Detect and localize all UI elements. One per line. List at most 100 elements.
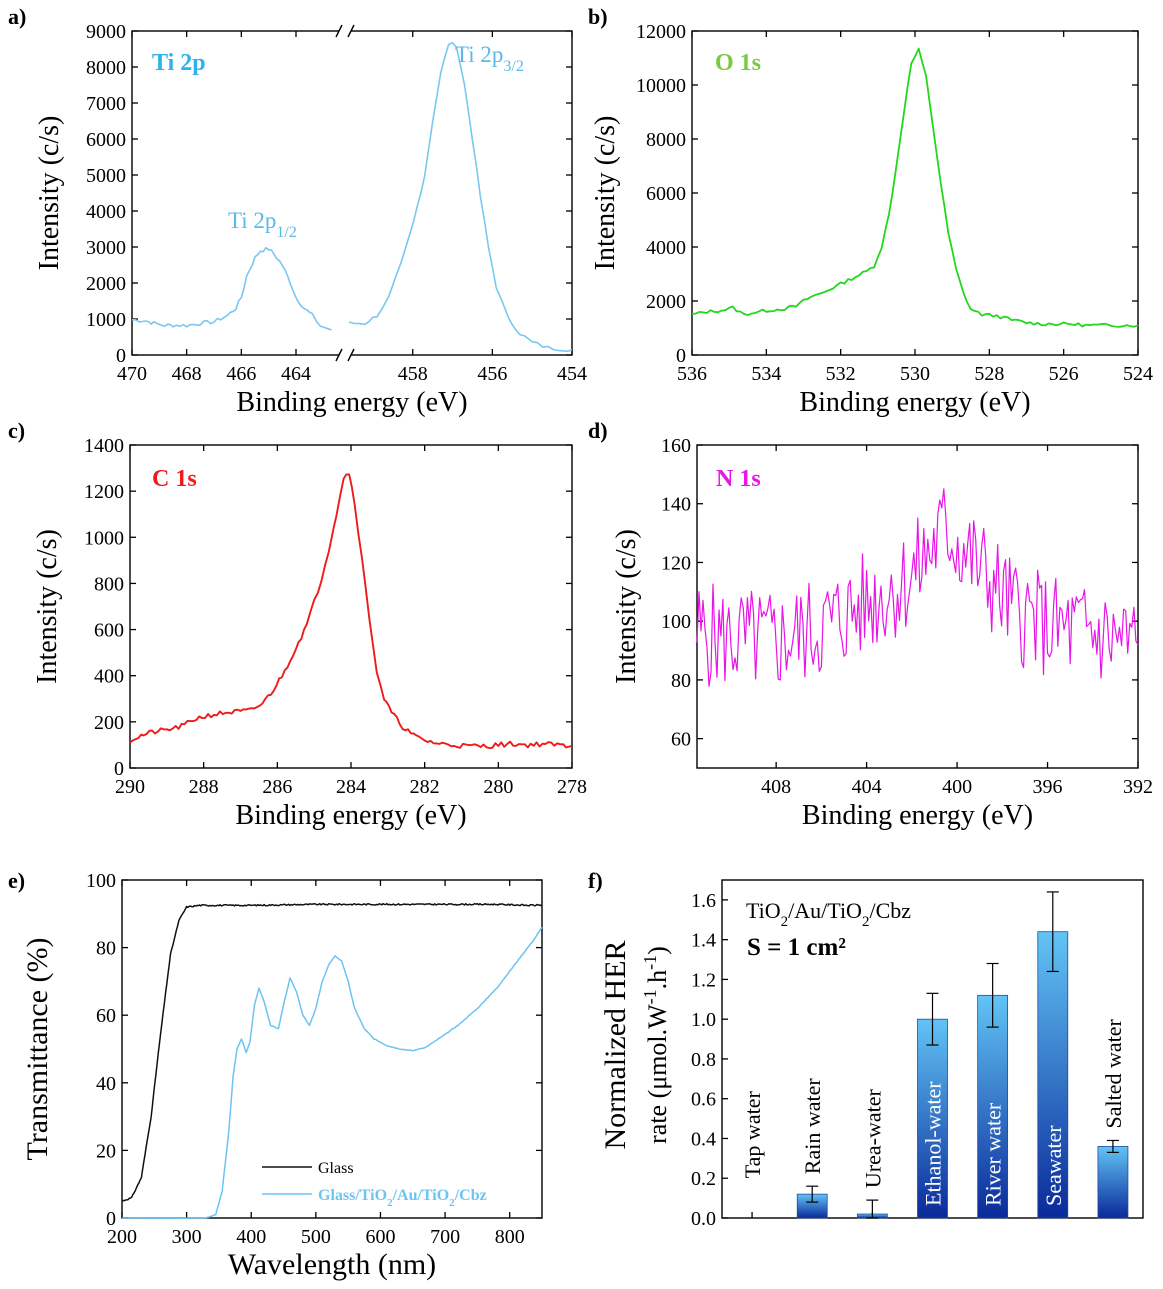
x-tick-label: 530 <box>900 363 930 385</box>
x-tick-label: 400 <box>236 1226 266 1248</box>
x-axis-label: Binding energy (eV) <box>236 387 467 418</box>
panel-label-d: d) <box>588 418 608 443</box>
x-tick-label: 200 <box>107 1226 137 1248</box>
category-label: Rain water <box>800 1078 825 1175</box>
x-tick-label: 600 <box>365 1226 395 1248</box>
panel-f-her-rate: 0.0 0.2 0.4 0.6 0.8 1.0 1.2 1.4 1.6 Tap water Rain… <box>599 879 1144 1230</box>
y-tick-label: 1.2 <box>691 969 716 991</box>
x-tick-label: 800 <box>495 1226 525 1248</box>
y-tick-label: 9000 <box>86 21 126 43</box>
panel-label-a: a) <box>8 4 26 29</box>
x-tick-label: 536 <box>677 363 707 385</box>
text-run: ) <box>643 946 672 955</box>
sample-annotation: TiO2/Au/TiO2/Cbz <box>746 898 911 930</box>
y-tick-label: 120 <box>661 552 691 574</box>
axis-break-mark <box>335 24 343 38</box>
y-tick-label: 6000 <box>646 183 686 205</box>
y-tick-label: 60 <box>96 1005 116 1027</box>
title-annotation-o1s: O 1s <box>715 50 761 76</box>
ti2p-spectrum <box>348 41 573 353</box>
category-label: Ethanol-water <box>921 1081 946 1206</box>
x-tick-label: 400 <box>942 776 972 798</box>
panel-a-ti2p: 0 1000 2000 3000 4000 5000 6000 7000 8000 9000 470… <box>34 21 587 418</box>
plot-frame <box>121 879 543 1219</box>
subscript-text: 3/2 <box>503 58 523 75</box>
x-tick-label: 392 <box>1123 776 1153 798</box>
x-tick-label: 290 <box>115 776 145 798</box>
x-tick-label: 456 <box>477 363 507 385</box>
panel-c-c1s: 0 200 400 600 800 1000 1200 1400 290 288 286 284 282… <box>32 435 587 831</box>
title-annotation-n1s: N 1s <box>716 466 761 492</box>
stack-curve <box>122 926 543 1220</box>
category-label: Urea-water <box>860 1089 885 1189</box>
bar-salted-water <box>1097 1146 1129 1219</box>
x-tick-label: 300 <box>172 1226 202 1248</box>
y-tick-label: 4000 <box>646 237 686 259</box>
plot-frame <box>131 30 573 356</box>
y-tick-label: 8000 <box>646 129 686 151</box>
y-tick-label: 1200 <box>84 481 124 503</box>
y-tick-label: 12000 <box>636 21 686 43</box>
superscript-text: -1 <box>640 989 660 1004</box>
n1s-spectrum <box>696 488 1139 687</box>
subscript-text: 2 <box>449 1197 455 1209</box>
x-tick-label: 528 <box>974 363 1004 385</box>
panel-label-f: f) <box>588 868 603 893</box>
category-label: Salted water <box>1101 1018 1126 1128</box>
category-label: Seawater <box>1041 1125 1066 1206</box>
x-tick-label: 470 <box>117 363 147 385</box>
text-run: /Cbz <box>869 898 911 923</box>
y-tick-label: 80 <box>96 938 116 960</box>
x-axis-label: Wavelength (nm) <box>228 1248 436 1281</box>
x-axis-label: Binding energy (eV) <box>799 387 1030 418</box>
y-axis-label-line1: Normalized HER <box>599 940 632 1149</box>
y-tick-label: 1.4 <box>691 930 716 952</box>
y-tick-label: 0.4 <box>691 1128 716 1150</box>
x-tick-label: 396 <box>1033 776 1063 798</box>
y-tick-label: 60 <box>671 729 691 751</box>
x-tick-label: 278 <box>557 776 587 798</box>
y-tick-label: 80 <box>671 670 691 692</box>
y-tick-label: 6000 <box>86 129 126 151</box>
x-tick-label: 404 <box>852 776 882 798</box>
y-tick-label: 3000 <box>86 237 126 259</box>
ti2p-spectrum <box>131 246 332 331</box>
y-tick-label: 1.6 <box>691 890 716 912</box>
y-tick-label: 8000 <box>86 57 126 79</box>
text-run: Glass/TiO <box>318 1187 387 1204</box>
subscript-text: 2 <box>781 914 789 930</box>
y-tick-label: 400 <box>94 666 124 688</box>
y-tick-label: 1000 <box>84 527 124 549</box>
y-tick-label: 20 <box>96 1140 116 1162</box>
x-tick-label: 408 <box>761 776 791 798</box>
y-tick-label: 1000 <box>86 309 126 331</box>
y-tick-label: 100 <box>86 870 116 892</box>
title-annotation-c1s: C 1s <box>152 466 197 492</box>
panel-b-o1s: 0 2000 4000 6000 8000 10000 12000 536 534 532 530 5… <box>590 21 1153 418</box>
x-tick-label: 468 <box>172 363 202 385</box>
subscript-text: 1/2 <box>276 224 296 241</box>
bar-seawater <box>1037 931 1069 1219</box>
panel-e-transmittance: 0 20 40 60 80 100 200 300 400 500 600 700 800 Wavelen… <box>21 870 543 1281</box>
peak-label-ti2p12: Ti 2p1/2 <box>228 208 297 241</box>
y-tick-label: 1400 <box>84 435 124 457</box>
x-tick-label: 500 <box>301 1226 331 1248</box>
plot-frame <box>691 30 1139 356</box>
x-tick-label: 286 <box>262 776 292 798</box>
y-axis-label: Transmittance (%) <box>21 937 54 1160</box>
y-tick-label: 0.8 <box>691 1049 716 1071</box>
y-tick-label: 0 <box>114 758 124 780</box>
x-tick-label: 288 <box>189 776 219 798</box>
y-tick-label: 160 <box>661 435 691 457</box>
text-run: Ti 2p <box>455 42 503 67</box>
c1s-spectrum <box>129 473 573 749</box>
axis-break-gap-top <box>339 27 351 35</box>
y-tick-label: 0 <box>116 345 126 367</box>
text-run: .h <box>643 970 672 990</box>
y-tick-label: 5000 <box>86 165 126 187</box>
y-tick-label: 0.0 <box>691 1208 716 1230</box>
x-tick-label: 282 <box>410 776 440 798</box>
axis-break-mark <box>347 348 355 362</box>
y-tick-label: 140 <box>661 494 691 516</box>
